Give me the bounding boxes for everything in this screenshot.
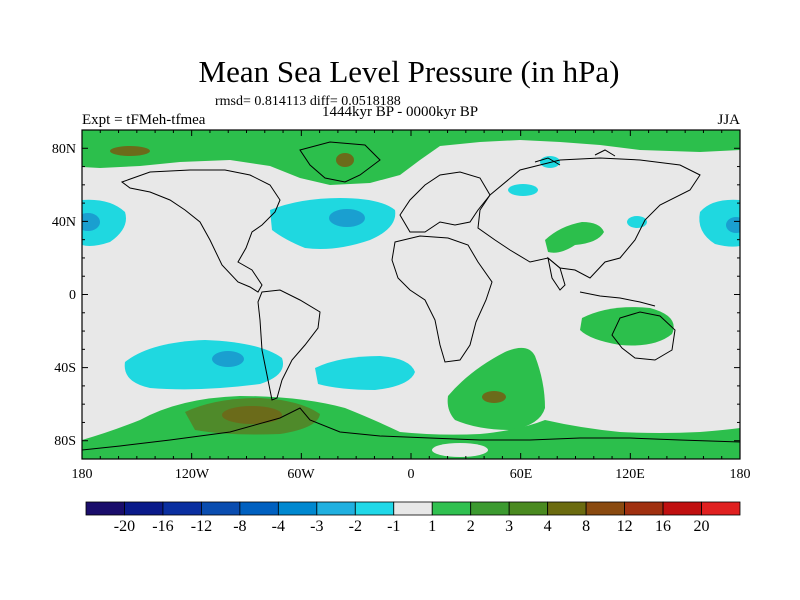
colorbar-swatch — [124, 501, 164, 516]
colorbar-swatch — [354, 501, 395, 516]
anomaly-green-sind — [447, 347, 545, 430]
colorbar-label: -3 — [310, 518, 324, 535]
colorbar-swatch — [393, 501, 433, 516]
siberia-islands — [534, 149, 616, 166]
anomaly-cyan-spac — [124, 340, 284, 390]
axis-ticks — [81, 129, 741, 460]
colorbar-label: 1 — [428, 518, 437, 535]
colorbar-swatch — [701, 501, 741, 516]
greenland-coast — [299, 141, 381, 183]
anomaly-cyan-siberia — [508, 184, 538, 196]
colorbar-label: 20 — [693, 518, 710, 535]
colorbar-label: -1 — [387, 518, 401, 535]
colorbar-label: -2 — [348, 518, 362, 535]
north-america-coast — [120, 169, 281, 293]
anomaly-olive-arctic-2 — [336, 153, 354, 167]
indonesia-coast — [579, 291, 656, 307]
colorbar-swatch — [239, 501, 279, 516]
colorbar-label: 12 — [616, 518, 633, 535]
anomaly-green-arctic — [82, 130, 740, 185]
chart-title: Mean Sea Level Pressure (in hPa) — [198, 54, 620, 89]
anomaly-olive-arctic-1 — [110, 146, 150, 156]
lat-label-80s: 80S — [54, 434, 76, 449]
anomaly-grey-antarctic — [432, 443, 488, 457]
anomaly-cyan-npac-east — [699, 199, 740, 247]
anomaly-blue-npac-east — [726, 217, 740, 233]
colorbar-label: 4 — [543, 518, 552, 535]
anomaly-cyan-satl — [315, 356, 415, 390]
anomaly-olive-sind — [482, 391, 506, 403]
india-coast — [547, 256, 566, 291]
colorbar-swatch — [585, 501, 625, 516]
coastlines — [82, 141, 740, 451]
colorbar-label: 16 — [655, 518, 672, 535]
colorbar-swatch — [624, 501, 664, 516]
colorbar-label: -12 — [190, 518, 213, 535]
colorbar-label: 2 — [466, 518, 475, 535]
colorbar-label: -20 — [113, 518, 136, 535]
experiment-label: Expt = tFMeh-tfmea — [82, 112, 206, 128]
colorbar-label: 8 — [582, 518, 591, 535]
australia-coast — [611, 311, 676, 361]
lat-label-40n: 40N — [51, 215, 76, 230]
colorbar-swatch — [201, 501, 241, 516]
colorbar-swatch — [662, 501, 702, 516]
lon-label-180e: 180 — [729, 467, 751, 482]
anomaly-brown-antarctic — [222, 406, 282, 424]
lon-label-180w: 180 — [71, 467, 93, 482]
colorbar-label: 3 — [505, 518, 514, 535]
stats-subtitle: rmsd= 0.814113 diff= 0.0518188 — [215, 94, 401, 109]
colorbar-swatch — [470, 501, 510, 516]
lon-label-60e: 60E — [509, 467, 533, 482]
colorbar-swatch — [547, 501, 587, 516]
colorbar-label: -16 — [152, 518, 174, 535]
season-label: JJA — [717, 112, 740, 128]
colorbar-swatch — [508, 501, 549, 516]
anomaly-green-asia — [545, 222, 604, 253]
lat-label-80n: 80N — [51, 142, 76, 157]
lon-label-60w: 60W — [287, 467, 315, 482]
colorbar — [85, 501, 741, 516]
period-subtitle: 1444kyr BP - 0000kyr BP — [322, 104, 479, 120]
colorbar-swatch — [277, 501, 318, 516]
colorbar-swatch — [431, 501, 472, 516]
lon-label-120e: 120E — [615, 467, 645, 482]
asia-coast — [477, 157, 701, 279]
anomaly-cyan-npac-west — [82, 199, 126, 246]
colorbar-swatch — [85, 501, 125, 516]
africa-coast — [391, 235, 493, 363]
anomaly-blue-natl — [329, 209, 365, 227]
colorbar-label: -4 — [271, 518, 285, 535]
anomaly-cyan-natl — [270, 198, 396, 249]
anomaly-fields — [82, 130, 740, 459]
lon-label-120w: 120W — [174, 467, 210, 482]
lon-label-0: 0 — [407, 467, 415, 482]
anomaly-green-australia — [580, 307, 674, 346]
antarctica-coast — [82, 407, 740, 451]
colorbar-label: -8 — [233, 518, 247, 535]
europe-coast — [399, 171, 491, 233]
anomaly-blue-npac-west — [82, 213, 100, 231]
south-america-coast — [257, 289, 321, 401]
colorbar-swatch — [162, 501, 202, 516]
anomaly-blue-spac — [212, 351, 244, 367]
lat-label-0: 0 — [69, 288, 76, 303]
colorbar-swatch — [316, 501, 356, 516]
lat-label-40s: 40S — [54, 361, 76, 376]
